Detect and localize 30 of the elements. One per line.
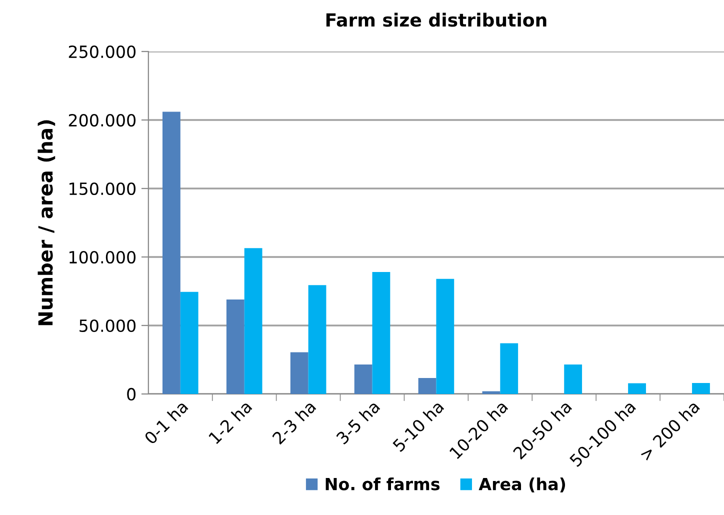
y-tick-label: 200.000 — [68, 114, 136, 127]
y-axis-title: Number / area (ha) — [38, 120, 56, 326]
y-tick-label: 250.000 — [68, 45, 136, 58]
bar — [372, 272, 390, 394]
x-tick-label: 3-5 ha — [335, 400, 380, 445]
bar — [226, 299, 244, 394]
bar — [180, 292, 198, 394]
bar — [244, 248, 262, 394]
y-tick-label: 150.000 — [70, 182, 136, 196]
x-tick-label: 0-1 ha — [143, 400, 188, 445]
legend-label: Area (ha) — [478, 477, 566, 492]
x-tick-label: 1-2 ha — [208, 400, 252, 444]
bar — [418, 378, 436, 394]
y-tick-label: 50.000 — [80, 319, 136, 332]
chart-title: Farm size distribution — [326, 12, 546, 27]
bar — [290, 352, 308, 394]
bar — [482, 391, 500, 394]
bar — [628, 383, 646, 394]
bar — [162, 112, 180, 394]
bar — [354, 364, 372, 394]
legend-label: No. of farms — [326, 477, 440, 490]
y-tick-label: 0 — [127, 388, 136, 401]
bar — [436, 278, 454, 394]
bar — [500, 343, 518, 394]
bar — [692, 383, 710, 394]
x-tick-label: > 200 ha — [638, 400, 700, 462]
y-tick-label: 100.000 — [70, 250, 136, 264]
x-tick-label: 2-3 ha — [271, 400, 316, 445]
bar — [308, 285, 326, 394]
bar — [564, 364, 582, 394]
